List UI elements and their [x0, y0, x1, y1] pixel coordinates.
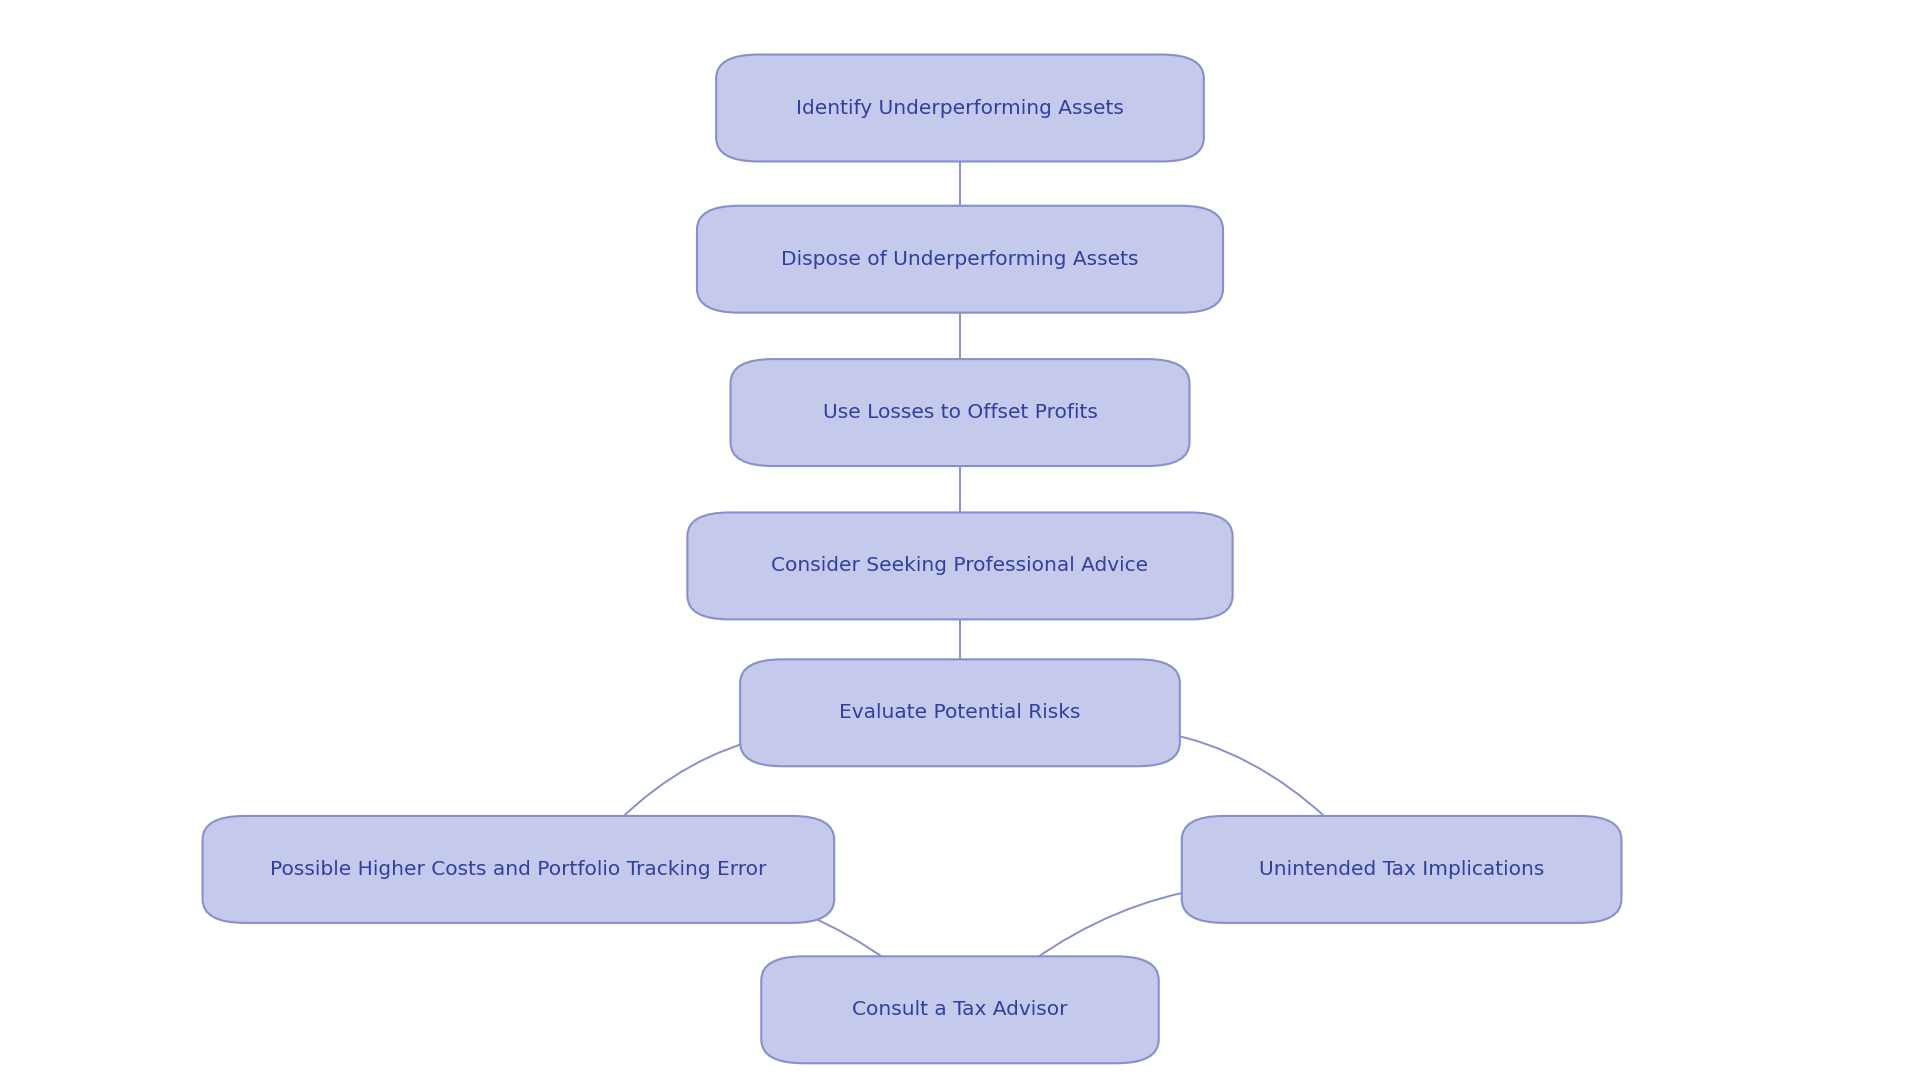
Text: Unintended Tax Implications: Unintended Tax Implications: [1260, 860, 1544, 879]
FancyBboxPatch shape: [730, 359, 1188, 467]
FancyBboxPatch shape: [760, 957, 1158, 1063]
Text: Possible Higher Costs and Portfolio Tracking Error: Possible Higher Costs and Portfolio Trac…: [271, 860, 766, 879]
FancyBboxPatch shape: [716, 54, 1204, 161]
FancyBboxPatch shape: [697, 205, 1223, 313]
Text: Consider Seeking Professional Advice: Consider Seeking Professional Advice: [772, 556, 1148, 576]
Text: Use Losses to Offset Profits: Use Losses to Offset Profits: [822, 403, 1098, 422]
FancyBboxPatch shape: [739, 659, 1179, 767]
Text: Consult a Tax Advisor: Consult a Tax Advisor: [852, 1000, 1068, 1020]
FancyBboxPatch shape: [204, 816, 833, 922]
FancyBboxPatch shape: [687, 513, 1233, 620]
Text: Dispose of Underperforming Assets: Dispose of Underperforming Assets: [781, 249, 1139, 269]
Text: Evaluate Potential Risks: Evaluate Potential Risks: [839, 703, 1081, 723]
FancyBboxPatch shape: [1181, 816, 1620, 922]
Text: Identify Underperforming Assets: Identify Underperforming Assets: [797, 98, 1123, 118]
